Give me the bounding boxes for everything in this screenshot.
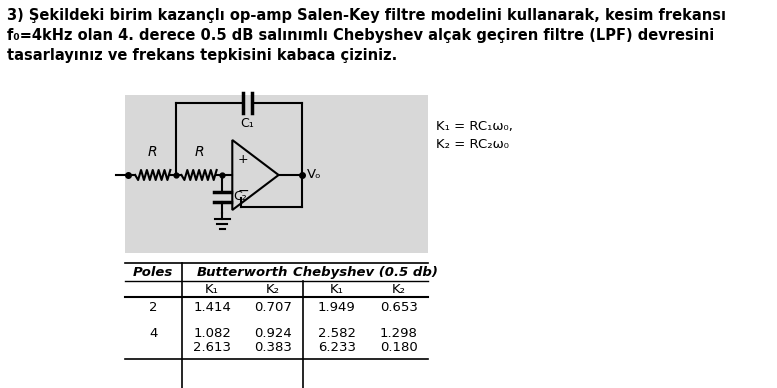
- Text: 0.707: 0.707: [254, 301, 291, 314]
- Text: 1.949: 1.949: [318, 301, 356, 314]
- Text: tasarlayınız ve frekans tepkisini kabaca çiziniz.: tasarlayınız ve frekans tepkisini kabaca…: [7, 48, 397, 63]
- Text: Chebyshev (0.5 db): Chebyshev (0.5 db): [293, 266, 437, 279]
- Text: R: R: [148, 145, 158, 159]
- Text: 0.383: 0.383: [254, 341, 291, 354]
- Text: 4: 4: [149, 327, 158, 340]
- Text: 6.233: 6.233: [318, 341, 356, 354]
- Text: 1.082: 1.082: [193, 327, 231, 340]
- Bar: [124, 95, 427, 253]
- Text: −: −: [237, 184, 249, 197]
- Text: 0.653: 0.653: [380, 301, 418, 314]
- Text: Butterworth: Butterworth: [197, 266, 288, 279]
- Text: 2: 2: [149, 301, 158, 314]
- Text: K₁: K₁: [329, 283, 343, 296]
- Text: 1.414: 1.414: [193, 301, 231, 314]
- Text: K₂: K₂: [266, 283, 280, 296]
- Text: 0.924: 0.924: [254, 327, 291, 340]
- Text: 2.613: 2.613: [193, 341, 231, 354]
- Text: Vₒ: Vₒ: [307, 168, 322, 182]
- Text: K₂: K₂: [392, 283, 406, 296]
- Text: K₂ = RC₂ω₀: K₂ = RC₂ω₀: [436, 138, 509, 151]
- Text: K₁ = RC₁ω₀,: K₁ = RC₁ω₀,: [436, 120, 513, 133]
- Text: 1.298: 1.298: [380, 327, 418, 340]
- Text: +: +: [237, 153, 248, 166]
- Text: 0.180: 0.180: [380, 341, 418, 354]
- Text: Poles: Poles: [133, 266, 173, 279]
- Text: 2.582: 2.582: [318, 327, 356, 340]
- Text: R: R: [194, 145, 204, 159]
- Text: K₁: K₁: [205, 283, 219, 296]
- Text: C₂: C₂: [233, 191, 247, 203]
- Text: f₀=4kHz olan 4. derece 0.5 dB salınımlı Chebyshev alçak geçiren filtre (LPF) dev: f₀=4kHz olan 4. derece 0.5 dB salınımlı …: [7, 28, 714, 43]
- Text: C₁: C₁: [241, 117, 254, 130]
- Text: 3) Şekildeki birim kazançlı op-amp Salen-Key filtre modelini kullanarak, kesim f: 3) Şekildeki birim kazançlı op-amp Salen…: [7, 8, 726, 23]
